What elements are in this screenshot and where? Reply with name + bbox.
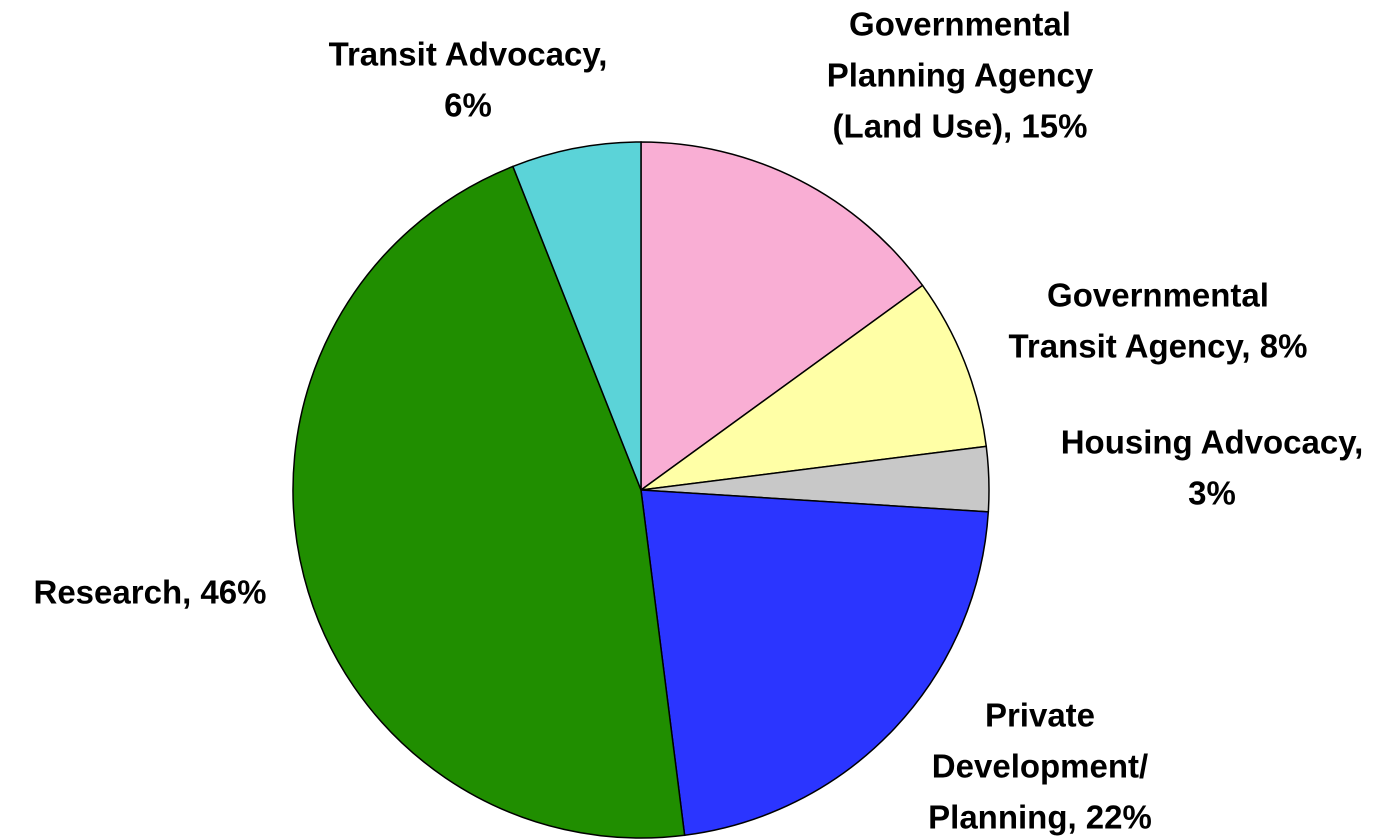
slice-label: Planning, 22%	[928, 799, 1152, 836]
slice-label: Governmental	[1047, 277, 1269, 314]
slice-label: Development/	[932, 748, 1148, 785]
slice-label: Housing Advocacy,	[1061, 424, 1364, 461]
slice-label: Planning Agency	[827, 57, 1094, 94]
slice-label: Research, 46%	[34, 574, 267, 611]
slice-label: 3%	[1188, 475, 1236, 512]
pie-slice	[640, 489, 990, 837]
pie-slice	[292, 165, 686, 839]
slice-label: Transit Advocacy,	[329, 36, 608, 73]
slice-label: (Land Use), 15%	[833, 108, 1088, 145]
pie-slice	[640, 141, 924, 492]
pie-slice	[640, 284, 988, 491]
slice-label: 6%	[444, 87, 492, 124]
slice-label: Governmental	[849, 6, 1071, 43]
slice-label: Private	[985, 697, 1095, 734]
pie-slice	[511, 141, 642, 491]
slice-label: Transit Agency, 8%	[1009, 328, 1308, 365]
